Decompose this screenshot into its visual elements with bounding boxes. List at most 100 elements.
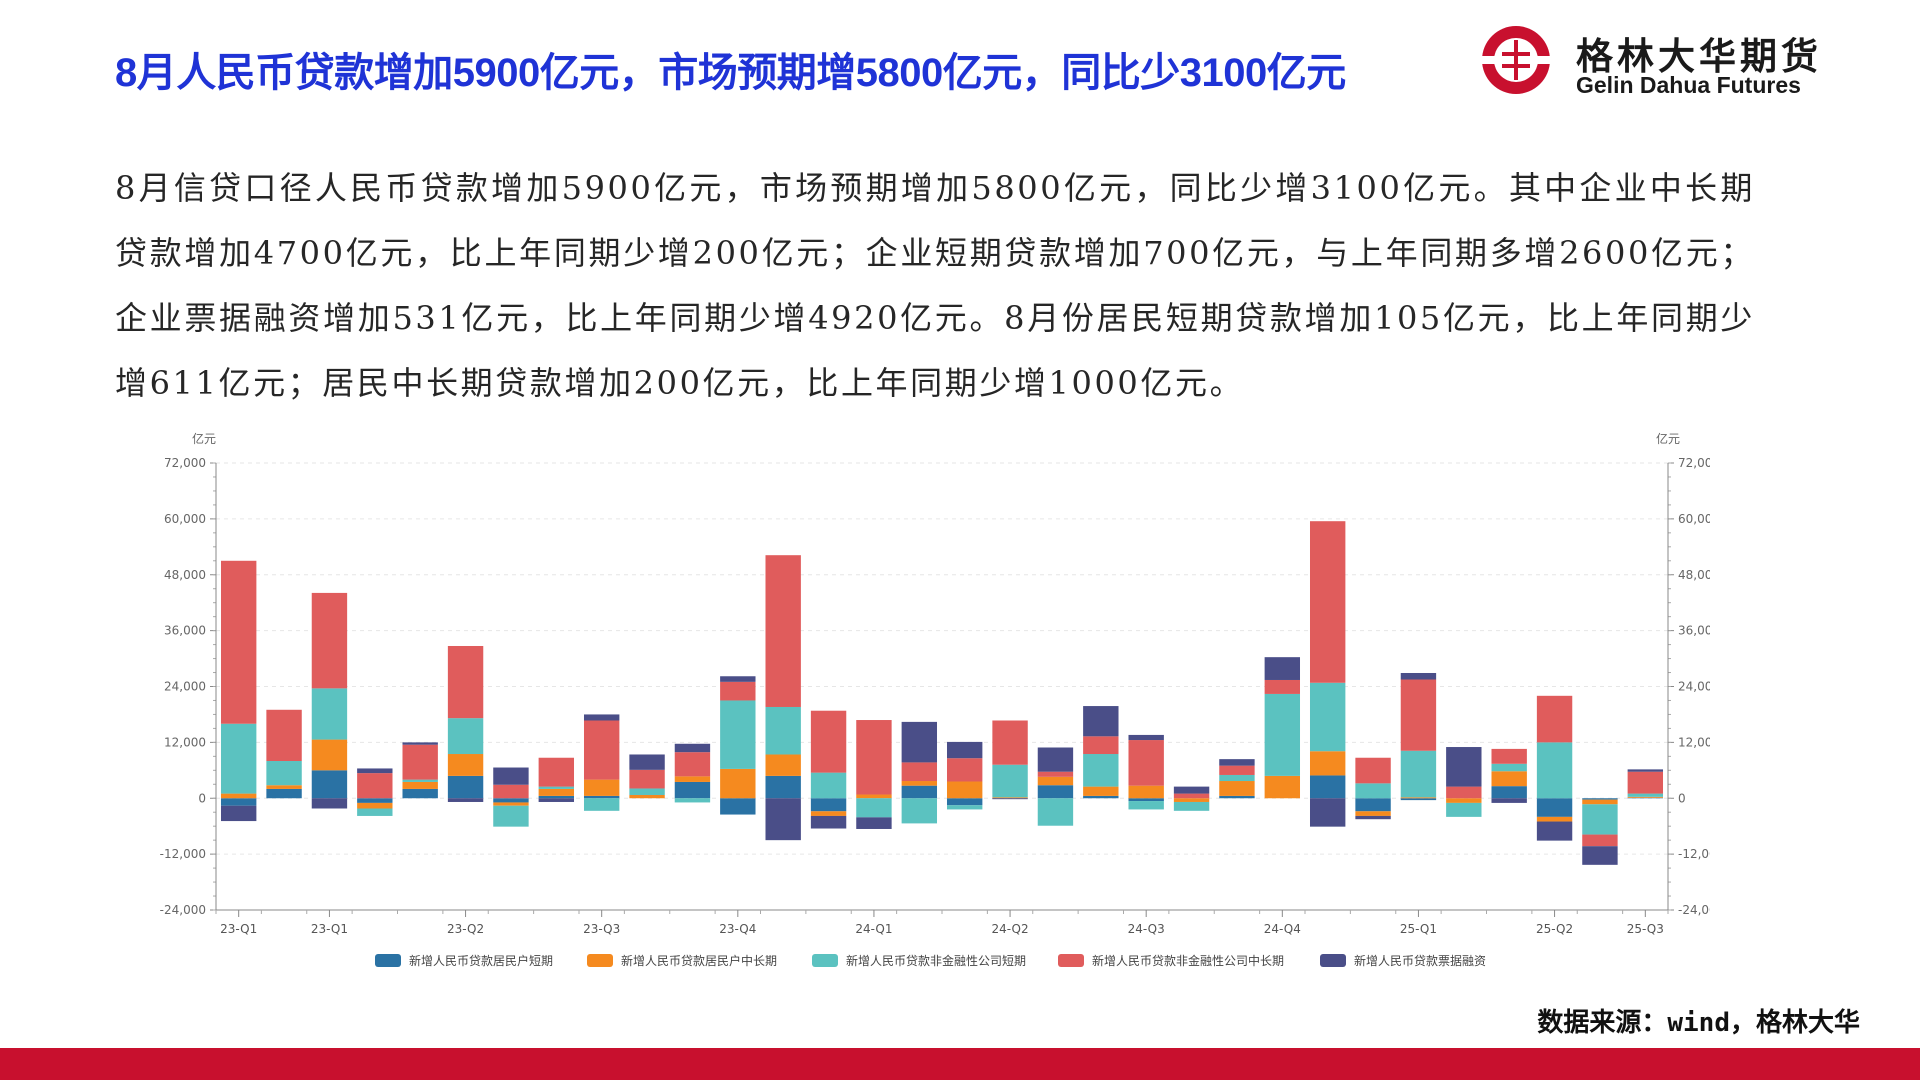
- bar-segment: [1491, 786, 1527, 799]
- bar-segment: [538, 757, 575, 787]
- bar-segment: [311, 592, 348, 689]
- bar-segment: [1355, 783, 1391, 799]
- bar-segment: [901, 781, 938, 786]
- bar-segment: [1446, 786, 1482, 799]
- bar-segment: [1627, 797, 1664, 799]
- bar-segment: [311, 739, 348, 771]
- bar-segment: [1491, 798, 1527, 803]
- bar-segment: [674, 798, 711, 803]
- bar-segment: [266, 788, 302, 799]
- x-tick-label: 23-Q1: [311, 922, 348, 936]
- bar-segment: [901, 721, 938, 763]
- bar-segment: [1083, 786, 1119, 796]
- y-tick-label-right: 60,000: [1678, 512, 1710, 526]
- bar-segment: [1173, 798, 1210, 802]
- bar-segment: [1627, 771, 1664, 794]
- bar-segment: [538, 798, 575, 802]
- bar-segment: [447, 754, 484, 776]
- bar-segment: [1582, 834, 1618, 847]
- y-tick-label-right: 72,000: [1678, 456, 1710, 470]
- y-axis-unit-right: 亿元: [1656, 431, 1680, 446]
- bar-segment: [1309, 775, 1346, 799]
- bar-segment: [946, 805, 983, 810]
- page-title: 8月人民币贷款增加5900亿元，市场预期增5800亿元，同比少3100亿元: [115, 51, 1346, 95]
- x-tick-label: 25-Q2: [1536, 922, 1573, 936]
- bar-segment: [856, 794, 892, 799]
- bar-segment: [992, 720, 1028, 765]
- stacked-bar-chart: 亿元 亿元 -24,000 -24,000 -12,000 -12,000 0 0 12,000…: [160, 431, 1710, 968]
- bar-segment: [357, 808, 393, 816]
- bar-segment: [1219, 795, 1255, 799]
- bar-segment: [1083, 706, 1119, 737]
- bar-segment: [810, 811, 847, 816]
- bar-segment: [1582, 799, 1618, 805]
- bar-segment: [992, 797, 1028, 799]
- x-tick-label: 24-Q4: [1264, 922, 1301, 936]
- bar-segment: [1627, 796, 1664, 798]
- bar-segment: [266, 709, 302, 761]
- y-tick-label-right: 24,000: [1678, 680, 1710, 694]
- bar-segment: [1400, 672, 1437, 680]
- bar-segment: [1309, 521, 1346, 683]
- bar-segment: [1400, 750, 1437, 798]
- bar-segment: [1400, 679, 1437, 751]
- bar-segment: [674, 752, 711, 777]
- bar-segment: [1128, 785, 1164, 799]
- x-tick-label: 25-Q3: [1627, 922, 1664, 936]
- bar-segment: [992, 798, 1028, 800]
- legend-swatch: [587, 954, 613, 967]
- bar-segment: [220, 560, 257, 724]
- legend-swatch: [812, 954, 838, 967]
- bar-segment: [447, 718, 484, 755]
- bar-segment: [1309, 751, 1346, 776]
- bar-segment: [1264, 775, 1301, 799]
- bar-segment: [674, 776, 711, 782]
- bar-segment: [1083, 754, 1119, 787]
- bar-segment: [765, 555, 801, 707]
- bar-segment: [629, 769, 665, 789]
- bar-segment: [856, 817, 892, 829]
- bar-segment: [1536, 821, 1573, 841]
- y-tick-label-left: 24,000: [164, 680, 206, 694]
- legend-label: 新增人民币贷款居民户中长期: [621, 953, 777, 968]
- bar-segment: [1582, 846, 1618, 865]
- y-tick-label-left: 12,000: [164, 735, 206, 749]
- bar-segment: [357, 773, 393, 799]
- bar-segment: [402, 744, 438, 780]
- bar-segment: [538, 788, 575, 796]
- legend-swatch: [1058, 954, 1084, 967]
- bar-segment: [674, 781, 711, 799]
- bar-segment: [629, 794, 665, 799]
- bar-segment: [1627, 769, 1664, 772]
- bar-segment: [583, 714, 620, 721]
- data-source: 数据来源：wind，格林大华: [1537, 1008, 1860, 1038]
- bar-segment: [538, 786, 575, 789]
- bar-segment: [538, 795, 575, 799]
- bar-segment: [1491, 763, 1527, 772]
- x-tick-label: 24-Q3: [1128, 922, 1165, 936]
- bar-segment: [810, 772, 847, 799]
- bar-segment: [1264, 693, 1301, 776]
- x-tick-label: 24-Q2: [992, 922, 1029, 936]
- y-tick-label-right: 0: [1678, 791, 1686, 805]
- bar-segment: [311, 688, 348, 740]
- bar-segment: [1083, 795, 1119, 799]
- bar-segment: [1173, 793, 1210, 799]
- bar-segment: [583, 720, 620, 780]
- bar-segment: [402, 788, 438, 799]
- bar-segment: [1128, 734, 1164, 741]
- bar-segment: [447, 798, 484, 802]
- bar-segment: [1309, 798, 1346, 827]
- legend-swatch: [1320, 954, 1346, 967]
- bar-segment: [1037, 785, 1074, 799]
- bar-segment: [447, 645, 484, 719]
- legend-label: 新增人民币贷款非金融性公司短期: [846, 953, 1026, 968]
- bar-segment: [493, 767, 529, 785]
- y-tick-label-left: 72,000: [164, 456, 206, 470]
- bar-segment: [856, 720, 892, 795]
- bar-segment: [1536, 695, 1573, 743]
- bar-segment: [810, 815, 847, 829]
- bar-segment: [1355, 757, 1391, 784]
- y-axis-unit-left: 亿元: [192, 431, 216, 446]
- bar-segment: [1037, 771, 1074, 777]
